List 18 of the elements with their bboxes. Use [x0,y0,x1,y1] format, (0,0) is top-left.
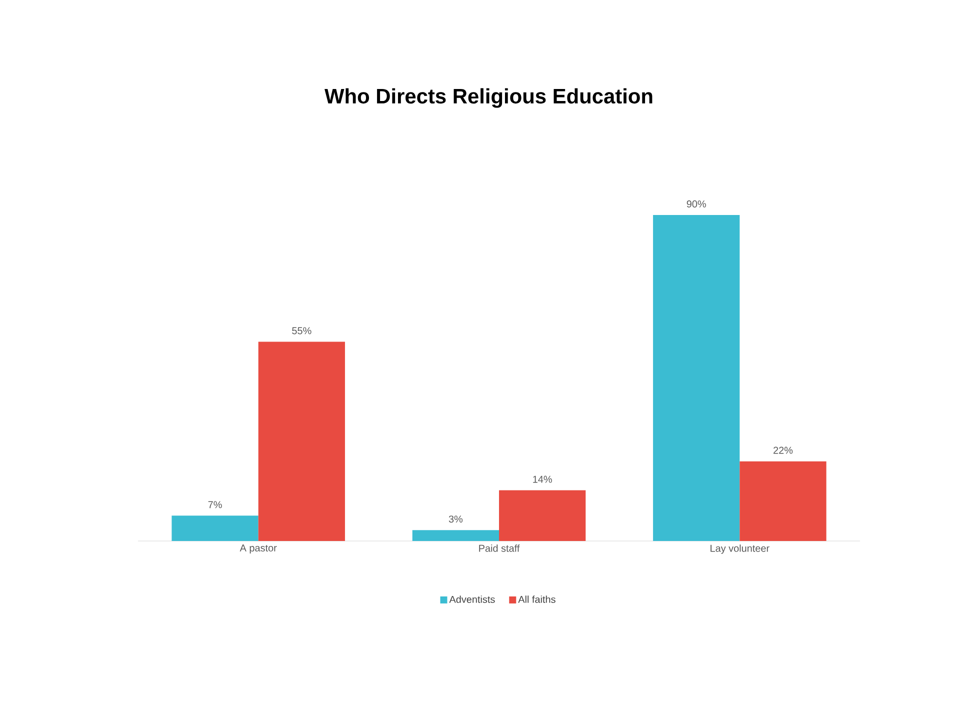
x-tick-label: Paid staff [479,544,520,552]
bar [499,490,586,542]
x-tick-label: Lay volunteer [710,544,770,554]
data-label: 55% [292,327,312,334]
bar [653,214,740,542]
bar [740,461,826,542]
x-tick-label: A pastor [240,544,277,554]
legend-label: All faiths [518,596,556,603]
bar [172,516,258,542]
chart-title: Who Directs Religious Education [324,88,652,108]
legend-label: Adventists [449,596,495,603]
data-label: 3% [448,516,463,523]
bar [258,342,345,542]
bar [412,530,500,542]
data-label: 7% [208,501,222,508]
data-label: 14% [533,476,552,483]
data-label: 22% [774,446,793,454]
data-label: 90% [686,200,706,208]
